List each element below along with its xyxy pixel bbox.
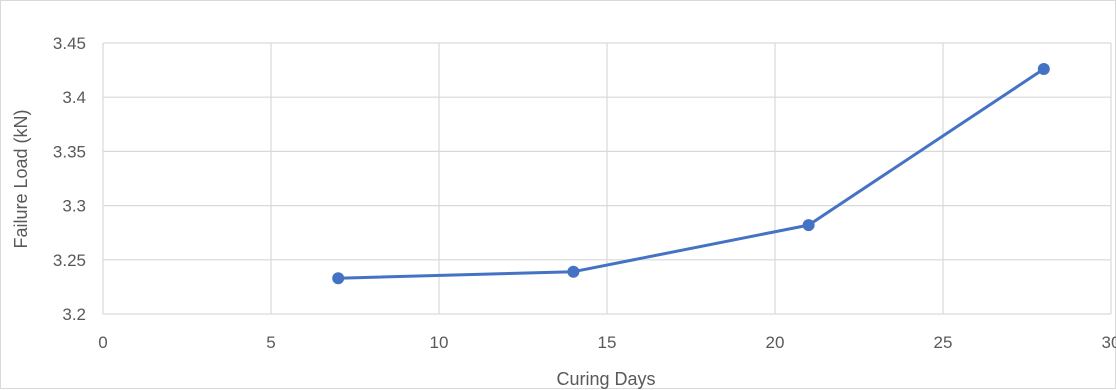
y-axis-title: Failure Load (kN) <box>11 109 31 248</box>
y-tick-label: 3.2 <box>62 305 86 324</box>
y-tick-label: 3.4 <box>62 88 86 107</box>
y-tick-label: 3.45 <box>53 34 86 53</box>
data-point-marker <box>1037 63 1050 76</box>
x-tick-label: 20 <box>766 333 785 352</box>
data-point-marker <box>802 219 815 232</box>
y-axis-tick-labels: 3.2 3.25 3.3 3.35 3.4 3.45 <box>53 34 86 324</box>
data-point-marker <box>567 265 580 278</box>
series-line <box>336 67 1046 280</box>
x-tick-label: 10 <box>430 333 449 352</box>
x-tick-label: 0 <box>98 333 107 352</box>
x-tick-label: 5 <box>266 333 275 352</box>
y-tick-label: 3.3 <box>62 197 86 216</box>
x-axis-tick-labels: 0 5 10 15 20 25 30 <box>98 333 1116 352</box>
x-tick-label: 15 <box>598 333 617 352</box>
data-point-marker <box>332 272 345 285</box>
y-tick-label: 3.35 <box>53 142 86 161</box>
x-axis-title: Curing Days <box>556 369 655 389</box>
series-layer <box>332 63 1050 285</box>
x-tick-label: 30 <box>1102 333 1116 352</box>
horizontal-gridlines <box>103 42 1111 315</box>
x-tick-label: 25 <box>934 333 953 352</box>
vertical-gridlines <box>102 43 1112 314</box>
y-tick-label: 3.25 <box>53 251 86 270</box>
